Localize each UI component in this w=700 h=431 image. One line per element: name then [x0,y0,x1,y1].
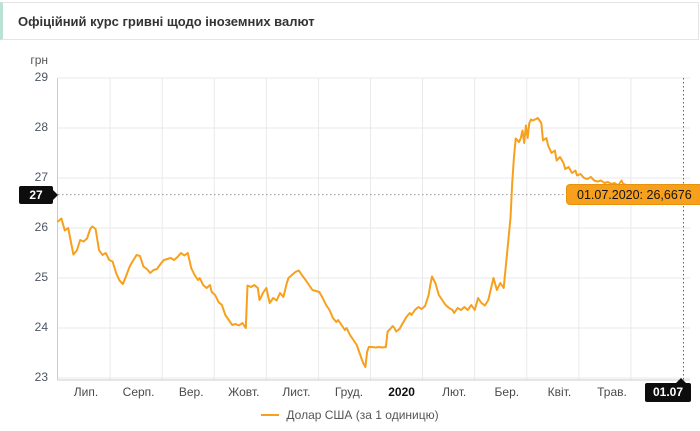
widget-header: Офіційний курс гривні щодо іноземних вал… [0,2,699,40]
current-value-axis-badge: 27 [19,185,58,204]
exchange-rate-chart: грн 29 28 27 26 25 24 23 Лип. Серп. Вер. Жовт. Лис… [0,40,700,431]
chart-legend[interactable]: Долар США (за 1 одиницю) [0,405,700,425]
x-tick-label: Вер. [178,385,204,399]
x-tick-label: Лип. [73,385,99,399]
y-tick-label: 28 [34,120,48,134]
y-tick-label: 24 [34,320,48,334]
y-tick-label: 23 [34,370,48,384]
page-title: Офіційний курс гривні щодо іноземних вал… [18,14,315,29]
x-tick-label: Лист. [282,385,311,399]
x-tick-label: Бер. [494,385,520,399]
data-point-tooltip: 01.07.2020: 26,6676 [566,184,700,206]
legend-line-swatch [261,414,280,416]
x-tick-label: Груд. [334,385,364,399]
chart-plot-area[interactable] [0,40,700,431]
x-tick-label: Квіт. [547,385,572,399]
legend-series-label: Долар США (за 1 одиницю) [286,408,439,422]
x-tick-label: Серп. [122,385,155,399]
y-tick-label: 26 [34,220,48,234]
y-tick-label: 25 [34,270,48,284]
y-axis-unit-label: грн [30,53,48,67]
current-date-axis-badge: 01.07 [645,378,691,402]
x-tick-label: Лют. [442,385,467,399]
y-tick-label: 29 [34,70,48,84]
x-tick-label: Жовт. [228,385,260,399]
x-tick-label: 2020 [388,385,415,399]
y-tick-label: 27 [34,170,48,184]
x-tick-label: Трав. [597,385,627,399]
